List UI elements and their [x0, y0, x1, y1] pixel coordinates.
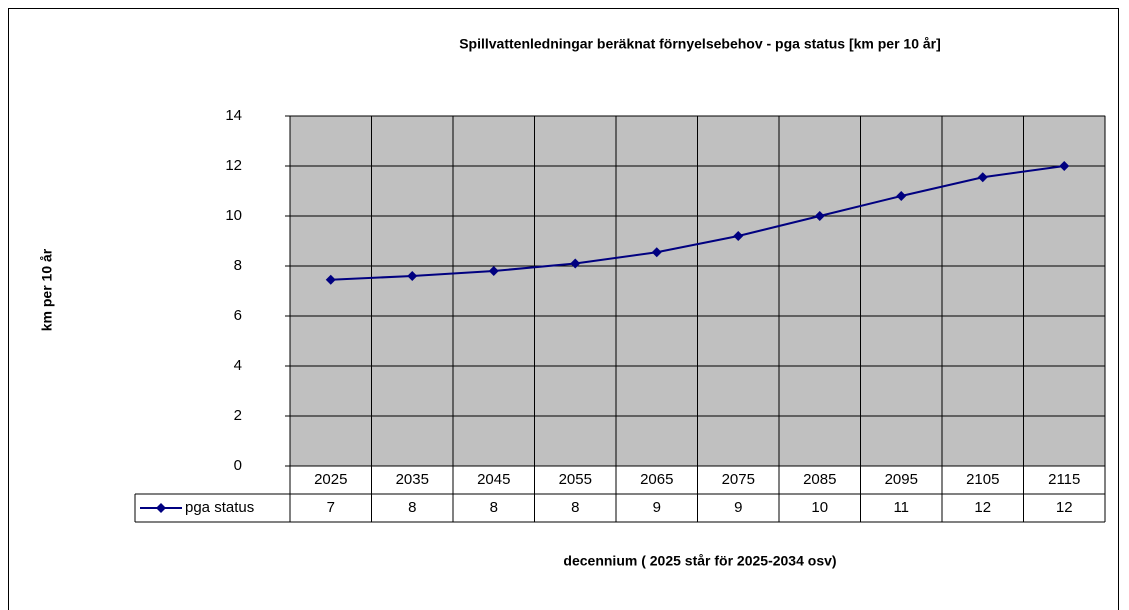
- chart-title: Spillvattenledningar beräknat förnyelseb…: [459, 36, 941, 52]
- legend-marker: [156, 503, 166, 513]
- y-tick-label: 10: [225, 207, 242, 224]
- x-tick-label: 2075: [722, 471, 755, 488]
- point: [977, 172, 988, 183]
- x-tick-label: 2065: [640, 471, 673, 488]
- table-value: 11: [893, 499, 909, 516]
- x-tick-label: 2055: [559, 471, 592, 488]
- point: [1059, 161, 1070, 171]
- x-axis-label: decennium ( 2025 står för 2025-2034 osv): [563, 553, 836, 569]
- table-value: 8: [490, 499, 498, 516]
- table-value: 7: [327, 499, 335, 516]
- point: [488, 266, 499, 276]
- legend-label: pga status: [185, 499, 254, 516]
- x-tick-label: 2095: [885, 471, 918, 488]
- table-value: 8: [408, 499, 416, 516]
- y-tick-label: 6: [234, 307, 242, 324]
- table-value: 9: [653, 499, 661, 516]
- table-value: 10: [811, 499, 828, 516]
- table-value: 12: [1056, 499, 1073, 516]
- x-tick-label: 2115: [1048, 471, 1080, 488]
- x-tick-label: 2085: [803, 471, 836, 488]
- y-axis-label: km per 10 år: [39, 248, 55, 331]
- x-tick-label: 2045: [477, 471, 510, 488]
- y-tick-label: 8: [234, 257, 242, 274]
- x-tick-label: 2025: [314, 471, 347, 488]
- point: [814, 211, 825, 221]
- point: [407, 271, 418, 281]
- point: [733, 231, 744, 241]
- point: [651, 247, 662, 258]
- table-value: 9: [734, 499, 742, 516]
- y-tick-label: 12: [225, 157, 242, 174]
- x-tick-label: 2035: [396, 471, 429, 488]
- series-line: [330, 165, 1065, 281]
- point: [570, 258, 581, 269]
- y-tick-label: 2: [234, 407, 242, 424]
- y-tick-label: 0: [234, 457, 242, 474]
- point: [325, 274, 336, 285]
- x-tick-label: 2105: [966, 471, 999, 488]
- table-value: 12: [974, 499, 991, 516]
- y-tick-label: 4: [234, 357, 242, 374]
- y-tick-label: 14: [225, 107, 242, 124]
- point: [896, 191, 907, 201]
- table-value: 8: [571, 499, 579, 516]
